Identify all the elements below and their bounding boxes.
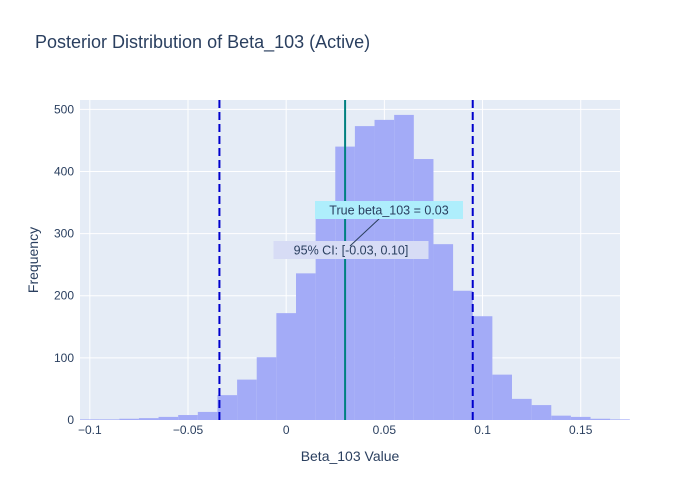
histogram-bar <box>119 418 139 420</box>
y-tick-label: 0 <box>67 413 74 427</box>
chart-title: Posterior Distribution of Beta_103 (Acti… <box>35 32 371 52</box>
y-tick-label: 200 <box>54 289 74 303</box>
y-tick-label: 500 <box>54 102 74 116</box>
true-value-annotation: True beta_103 = 0.03 <box>329 204 448 218</box>
histogram-bar <box>197 411 218 420</box>
histogram-bar <box>610 419 630 420</box>
x-tick-label: 0.1 <box>474 423 491 437</box>
x-axis-label: Beta_103 Value <box>301 448 400 464</box>
histogram-bar <box>512 398 532 420</box>
histogram-bar <box>394 114 414 420</box>
histogram-bar <box>531 405 552 420</box>
x-tick-label: −0.05 <box>173 423 204 437</box>
histogram-bar <box>158 416 179 420</box>
y-tick-label: 300 <box>54 227 74 241</box>
histogram-bar <box>472 316 493 420</box>
x-tick-label: −0.1 <box>78 423 102 437</box>
histogram-bar <box>551 415 571 420</box>
ci-annotation: 95% CI: [-0.03, 0.10] <box>294 244 409 258</box>
histogram-bar <box>237 379 257 420</box>
x-tick-label: 0.15 <box>569 423 593 437</box>
histogram-bar <box>276 313 296 420</box>
histogram-bar <box>80 419 100 420</box>
histogram-bar <box>296 273 316 420</box>
y-tick-label: 400 <box>54 164 74 178</box>
x-axis-ticks: −0.1 −0.05 0 0.05 0.1 0.15 <box>78 423 593 437</box>
histogram-bar <box>590 418 611 420</box>
annotations: 95% CI: [-0.03, 0.10] True beta_103 = 0.0… <box>273 201 463 259</box>
histogram-bar <box>138 418 159 420</box>
reference-lines <box>218 100 474 420</box>
annotation-arrow <box>349 217 381 247</box>
histogram-bar <box>256 357 277 420</box>
true-value-annotation-background <box>315 201 463 219</box>
histogram-bar <box>217 395 238 420</box>
y-axis-label: Frequency <box>25 227 41 293</box>
histogram-bar <box>178 415 198 420</box>
ci-annotation-background <box>273 241 429 259</box>
x-tick-label: 0.05 <box>373 423 397 437</box>
histogram-bar <box>413 159 434 421</box>
histogram-bar <box>354 126 375 421</box>
histogram-bar <box>570 416 591 420</box>
histogram-bar <box>492 374 512 420</box>
y-tick-label: 100 <box>54 351 74 365</box>
histogram-bar <box>433 244 454 420</box>
histogram-bar <box>374 119 395 421</box>
histogram-bar <box>315 208 336 420</box>
histogram-bar <box>99 419 120 420</box>
x-tick-label: 0 <box>283 423 290 437</box>
histogram-bar <box>453 290 473 420</box>
y-axis-ticks: 0 100 200 300 400 500 <box>54 102 74 427</box>
